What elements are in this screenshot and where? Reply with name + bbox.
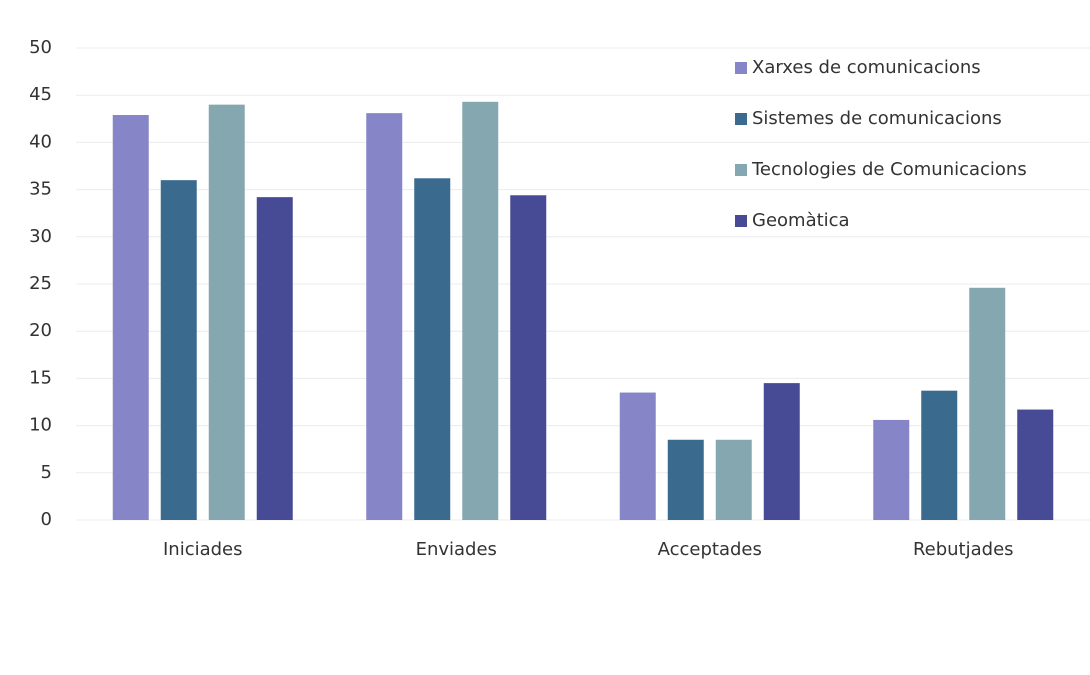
legend-label: Geomàtica [752,210,850,231]
bar [969,287,1006,520]
y-tick-label: 50 [29,37,52,58]
y-tick-label: 30 [29,226,52,247]
bar [112,115,149,521]
legend-label: Tecnologies de Comunicacions [751,159,1027,180]
legend-swatch [735,164,747,176]
x-tick-label: Acceptades [658,539,762,560]
y-tick-label: 25 [29,273,52,294]
bar [763,383,800,520]
bar [366,113,403,521]
bar [873,419,910,520]
y-tick-label: 45 [29,84,52,105]
y-tick-label: 10 [29,415,52,436]
bar [715,439,752,520]
bar [462,101,499,521]
bar [619,392,656,520]
y-tick-label: 35 [29,179,52,200]
y-tick-label: 5 [41,462,52,483]
y-tick-label: 40 [29,131,52,152]
bar [256,197,293,521]
bar [667,439,704,520]
y-tick-label: 0 [41,509,52,530]
bar [510,195,547,520]
legend-label: Sistemes de comunicacions [752,108,1002,129]
x-tick-label: Enviades [416,539,497,560]
legend-label: Xarxes de comunicacions [752,57,981,78]
bar [160,180,197,520]
bar [921,390,958,520]
bar [1017,409,1054,520]
legend-swatch [735,62,747,74]
legend-swatch [735,113,747,125]
legend-swatch [735,215,747,227]
x-tick-label: Iniciades [163,539,243,560]
y-tick-label: 15 [29,367,52,388]
bar [414,178,451,520]
x-tick-label: Rebutjades [913,539,1014,560]
bar [208,104,245,520]
y-tick-label: 20 [29,320,52,341]
